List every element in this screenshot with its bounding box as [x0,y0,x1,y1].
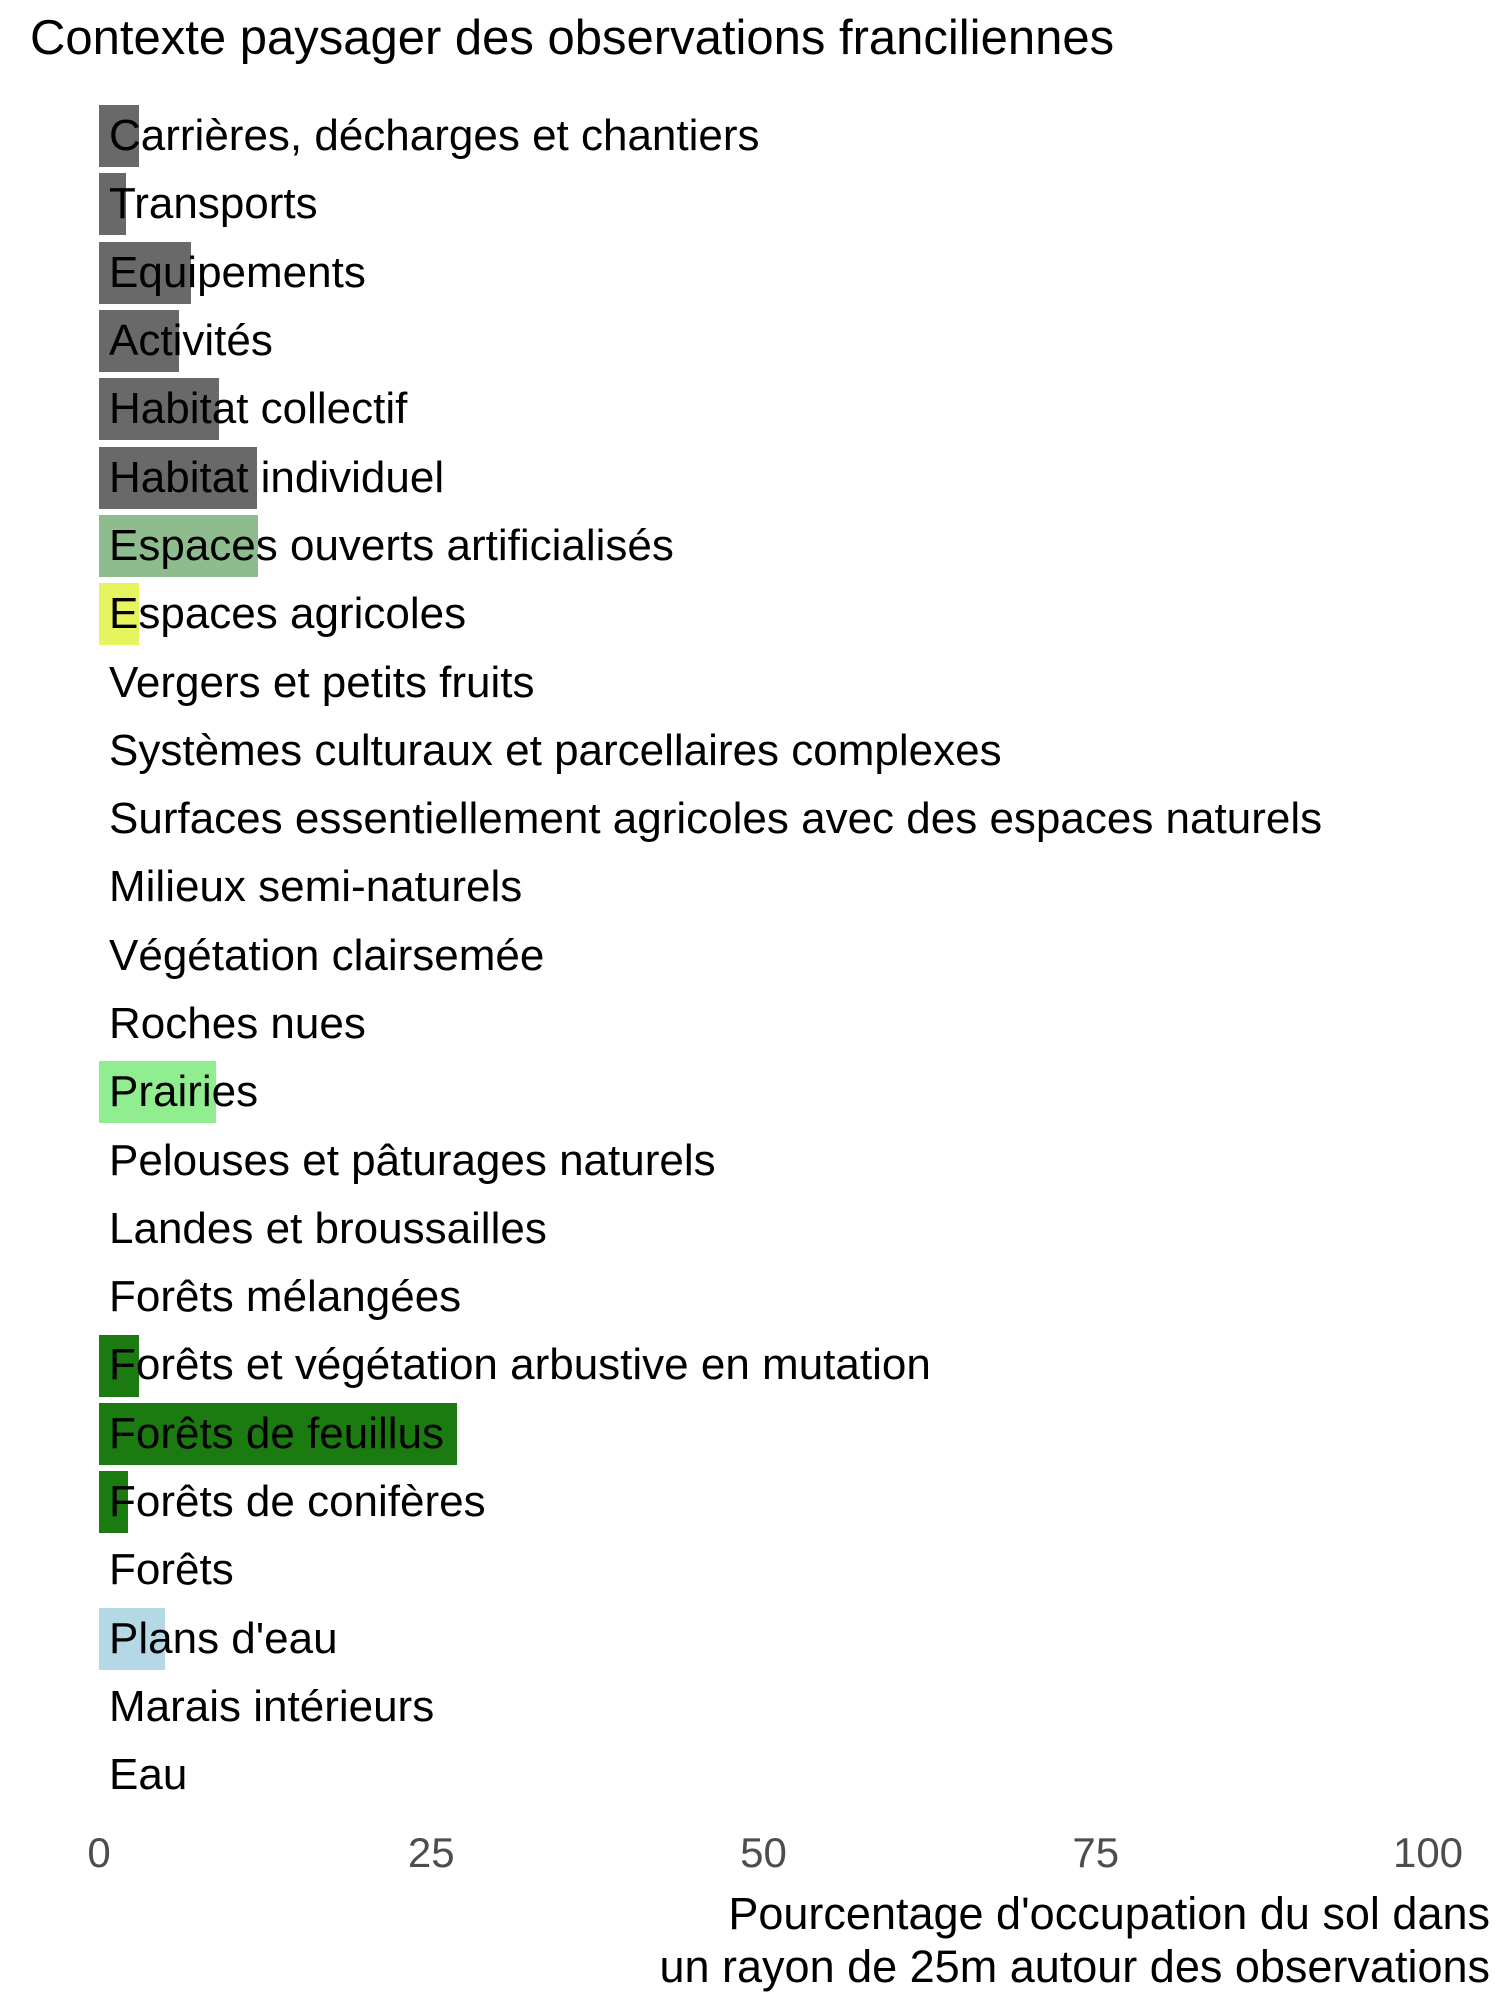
category-label: Activités [109,316,273,366]
chart-row: Plans d'eau [99,1605,1428,1673]
chart-row: Forêts mélangées [99,1263,1428,1331]
category-label: Espaces ouverts artificialisés [109,520,674,570]
chart-row: Prairies [99,1058,1428,1126]
category-label: Equipements [109,247,366,297]
chart-row: Marais intérieurs [99,1673,1428,1741]
x-tick-label: 75 [1072,1829,1120,1876]
category-label: Forêts de conifères [109,1477,486,1527]
bar [99,1471,129,1534]
category-label: Forêts [109,1545,234,1595]
x-tick-label: 50 [740,1829,787,1876]
chart-row: Systèmes culturaux et parcellaires compl… [99,717,1428,785]
category-label: Carrières, décharges et chantiers [109,111,760,161]
category-label: Pelouses et pâturages naturels [109,1135,716,1185]
x-tick-label: 25 [407,1829,455,1876]
chart-row: Espaces agricoles [99,580,1428,648]
chart-row: Vergers et petits fruits [99,648,1428,716]
bar [99,1061,216,1124]
chart-row: Forêts de conifères [99,1468,1428,1536]
category-label: Plans d'eau [109,1613,338,1663]
chart-row: Espaces ouverts artificialisés [99,512,1428,580]
chart-row: Forêts [99,1536,1428,1604]
category-label: Eau [109,1750,188,1800]
x-axis-title-line2: un rayon de 25m autour des observations [659,1940,1490,1992]
x-axis-title: Pourcentage d'occupation du sol dans un … [659,1888,1490,1993]
bar [99,514,259,577]
category-label: Forêts de feuillus [109,1408,445,1458]
chart-row: Forêts et végétation arbustive en mutati… [99,1331,1428,1399]
bar [99,1607,166,1670]
category-label: Forêts mélangées [109,1272,462,1322]
bar [99,310,179,373]
chart-row: Milieux semi-naturels [99,853,1428,921]
bar [99,1402,457,1465]
bar [99,105,139,168]
category-label: Roches nues [109,999,366,1048]
bar [99,378,219,441]
x-tick-label: 100 [1392,1829,1464,1876]
category-label: Marais intérieurs [109,1681,435,1731]
x-axis-title-line1: Pourcentage d'occupation du sol dans [728,1888,1490,1939]
category-label: Forêts et végétation arbustive en mutati… [109,1340,931,1390]
category-label: Milieux semi-naturels [109,862,523,912]
category-label: Transports [109,179,318,229]
chart-row: Forêts de feuillus [99,1400,1428,1468]
chart-row: Habitat collectif [99,375,1428,443]
chart-row: Pelouses et pâturages naturels [99,1126,1428,1194]
chart-row: Eau [99,1741,1428,1809]
chart-row: Végétation clairsemée [99,922,1428,990]
category-label: Landes et broussailles [109,1203,547,1253]
category-label: Systèmes culturaux et parcellaires compl… [109,725,1002,775]
bar [99,446,258,509]
bar [99,241,191,304]
chart-row: Transports [99,170,1428,238]
category-label: Habitat collectif [109,384,408,434]
chart-row: Habitat individuel [99,443,1428,511]
chart-row: Landes et broussailles [99,1195,1428,1263]
chart-row: Surfaces essentiellement agricoles avec … [99,785,1428,853]
chart-row: Activités [99,307,1428,375]
bar [99,173,126,236]
plot-area: Carrières, décharges et chantiers Transpo… [99,102,1428,1809]
chart-row: Roches nues [99,990,1428,1058]
category-label: Prairies [109,1067,259,1117]
bar [99,1334,139,1397]
category-label: Surfaces essentiellement agricoles avec … [109,794,1323,844]
category-label: Espaces agricoles [109,589,467,639]
category-label: Habitat individuel [109,452,445,502]
chart-title: Contexte paysager des observations franc… [30,11,1115,65]
x-axis: 0 25 50 75 100 [0,1824,1500,1884]
chart-row: Equipements [99,239,1428,307]
bar [99,583,139,646]
chart-row: Carrières, décharges et chantiers [99,102,1428,170]
x-tick-label: 0 [87,1829,111,1876]
category-label: Vergers et petits fruits [109,657,535,707]
category-label: Végétation clairsemée [109,930,545,980]
